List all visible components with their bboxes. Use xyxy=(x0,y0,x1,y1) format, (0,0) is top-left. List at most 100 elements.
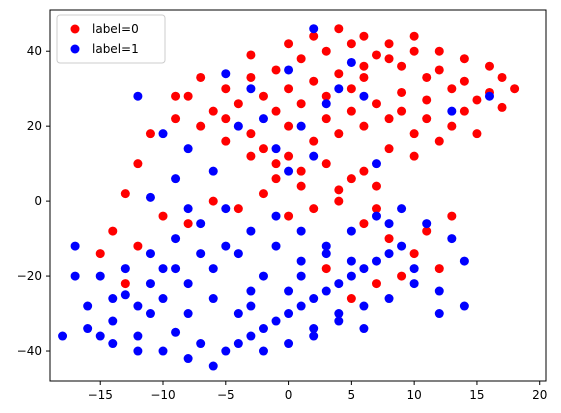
point-label-0 xyxy=(422,226,432,236)
point-label-1 xyxy=(158,294,168,304)
point-label-0 xyxy=(397,87,407,97)
point-label-1 xyxy=(309,324,319,334)
point-label-0 xyxy=(434,65,444,75)
point-label-0 xyxy=(221,114,231,124)
point-label-0 xyxy=(371,181,381,191)
point-label-0 xyxy=(346,84,356,94)
point-label-0 xyxy=(296,54,306,64)
point-label-1 xyxy=(397,241,407,251)
point-label-1 xyxy=(459,301,469,311)
point-label-1 xyxy=(70,241,80,251)
point-label-1 xyxy=(145,249,155,259)
point-label-1 xyxy=(384,219,394,229)
point-label-1 xyxy=(171,327,181,337)
point-label-1 xyxy=(397,204,407,214)
point-label-1 xyxy=(233,309,243,319)
point-label-0 xyxy=(371,99,381,109)
point-label-0 xyxy=(447,211,457,221)
point-label-0 xyxy=(422,72,432,82)
point-label-1 xyxy=(246,286,256,296)
point-label-1 xyxy=(171,234,181,244)
point-label-1 xyxy=(196,219,206,229)
point-label-1 xyxy=(309,294,319,304)
point-label-0 xyxy=(321,91,331,101)
point-label-0 xyxy=(459,76,469,86)
legend-marker-label-0 xyxy=(70,24,80,34)
point-label-0 xyxy=(321,46,331,56)
point-label-1 xyxy=(284,339,294,349)
point-label-1 xyxy=(83,301,93,311)
point-label-1 xyxy=(233,121,243,131)
point-label-1 xyxy=(258,324,268,334)
point-label-1 xyxy=(422,219,432,229)
x-tick-label: −5 xyxy=(217,388,235,402)
point-label-1 xyxy=(196,339,206,349)
point-label-0 xyxy=(233,99,243,109)
point-label-0 xyxy=(284,121,294,131)
point-label-1 xyxy=(296,226,306,236)
point-label-0 xyxy=(171,114,181,124)
point-label-0 xyxy=(309,76,319,86)
point-label-0 xyxy=(95,249,105,259)
point-label-1 xyxy=(359,264,369,274)
point-label-1 xyxy=(321,249,331,259)
point-label-1 xyxy=(346,256,356,266)
point-label-0 xyxy=(196,72,206,82)
point-label-1 xyxy=(334,279,344,289)
x-axis: −15 −10 −5 0 5 10 15 20 xyxy=(88,381,547,402)
point-label-0 xyxy=(246,72,256,82)
point-label-0 xyxy=(296,99,306,109)
point-label-0 xyxy=(246,151,256,161)
point-label-0 xyxy=(459,106,469,116)
point-label-0 xyxy=(346,174,356,184)
point-label-0 xyxy=(472,95,482,105)
point-label-0 xyxy=(371,279,381,289)
plot-frame xyxy=(49,9,547,382)
point-label-0 xyxy=(384,54,394,64)
point-label-0 xyxy=(510,84,520,94)
points-layer xyxy=(58,24,520,371)
point-label-0 xyxy=(409,31,419,41)
point-label-0 xyxy=(346,294,356,304)
point-label-1 xyxy=(58,331,68,341)
point-label-0 xyxy=(258,144,268,154)
point-label-1 xyxy=(271,211,281,221)
point-label-1 xyxy=(384,249,394,259)
point-label-1 xyxy=(221,346,231,356)
point-label-0 xyxy=(196,121,206,131)
point-label-1 xyxy=(409,264,419,274)
point-label-0 xyxy=(233,204,243,214)
point-label-1 xyxy=(183,309,193,319)
point-label-1 xyxy=(145,279,155,289)
point-label-0 xyxy=(397,106,407,116)
legend-box xyxy=(56,14,166,64)
point-label-0 xyxy=(221,136,231,146)
point-label-0 xyxy=(158,211,168,221)
point-label-0 xyxy=(334,24,344,34)
point-label-0 xyxy=(120,189,130,199)
point-label-1 xyxy=(346,271,356,281)
point-label-0 xyxy=(359,72,369,82)
x-tick-label: −10 xyxy=(150,388,175,402)
point-label-1 xyxy=(158,129,168,139)
point-label-0 xyxy=(284,39,294,49)
point-label-1 xyxy=(309,151,319,161)
point-label-0 xyxy=(447,84,457,94)
point-label-1 xyxy=(183,204,193,214)
point-label-1 xyxy=(95,271,105,281)
point-label-1 xyxy=(321,99,331,109)
point-label-1 xyxy=(133,91,143,101)
point-label-1 xyxy=(221,204,231,214)
point-label-1 xyxy=(221,69,231,79)
point-label-0 xyxy=(183,91,193,101)
point-label-1 xyxy=(434,286,444,296)
point-label-1 xyxy=(359,301,369,311)
point-label-0 xyxy=(359,121,369,131)
point-label-1 xyxy=(284,286,294,296)
point-label-0 xyxy=(434,264,444,274)
point-label-1 xyxy=(208,166,218,176)
point-label-1 xyxy=(158,346,168,356)
point-label-1 xyxy=(145,309,155,319)
point-label-0 xyxy=(246,50,256,60)
point-label-1 xyxy=(258,114,268,124)
